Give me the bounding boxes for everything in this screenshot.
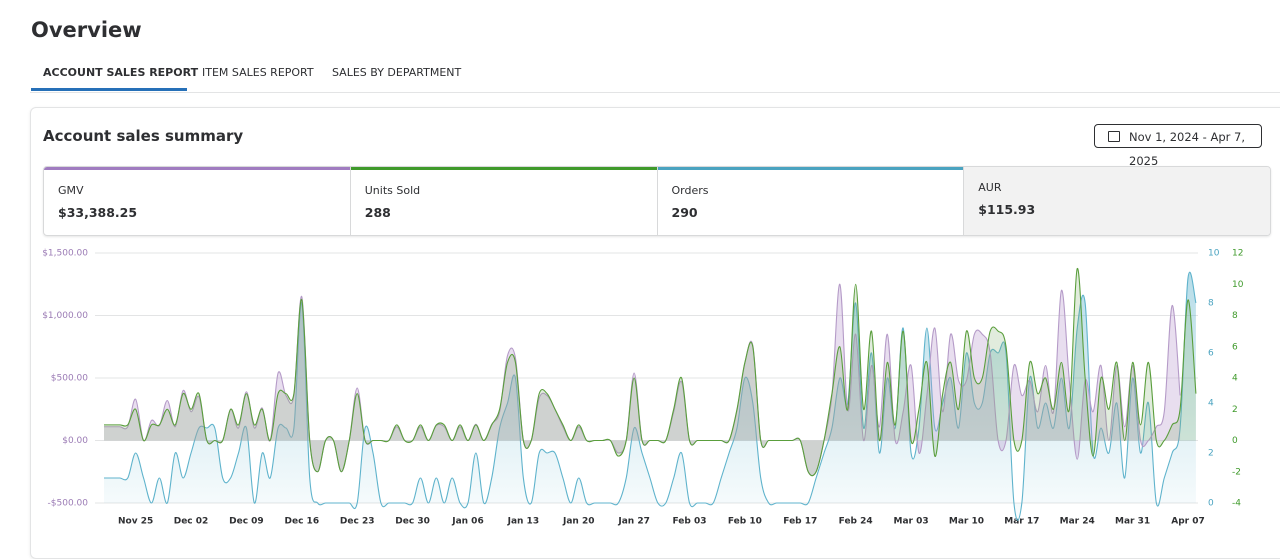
card-title: Account sales summary xyxy=(43,127,244,145)
area xyxy=(104,272,1196,521)
kpi-name: Units Sold xyxy=(364,184,421,197)
divider xyxy=(30,92,1280,93)
kpi-name: AUR xyxy=(978,181,1002,194)
y3-tick-label: 8 xyxy=(1232,311,1238,321)
kpi-bar xyxy=(657,167,964,170)
tab[interactable]: SALES BY DEPARTMENT xyxy=(332,66,462,79)
x-tick-label: Dec 02 xyxy=(174,517,209,527)
x-tick-label: Mar 03 xyxy=(893,517,928,527)
y2-tick-label: 0 xyxy=(1208,499,1214,509)
x-tick-label: Apr 07 xyxy=(1171,517,1205,527)
kpi-name: Orders xyxy=(671,184,709,197)
y-tick-label: $0.00 xyxy=(62,436,88,446)
kpi-card[interactable]: Orders 290 xyxy=(657,167,965,235)
kpi-value: $33,388.25 xyxy=(58,205,138,220)
y3-tick-label: 0 xyxy=(1232,436,1238,446)
kpi-name: GMV xyxy=(58,184,84,197)
line xyxy=(104,268,1197,477)
x-tick-label: Mar 17 xyxy=(1004,517,1039,527)
chart: -$500.00 $0.00 $500.00 $1,000.00 $1,500.00 0 2… xyxy=(42,249,1244,527)
area xyxy=(104,284,1181,476)
kpi-card[interactable]: AUR $115.93 xyxy=(964,167,1270,235)
date-range: Nov 1, 2024 - Apr 7, 2025 xyxy=(1129,130,1245,168)
y-tick-label: $500.00 xyxy=(51,374,88,384)
y-tick-label: $1,000.00 xyxy=(42,311,88,321)
x-tick-label: Feb 10 xyxy=(728,517,762,527)
y3-tick-label: -4 xyxy=(1232,499,1241,509)
tab[interactable]: ITEM SALES REPORT xyxy=(202,66,314,79)
x-tick-label: Jan 27 xyxy=(617,517,650,527)
y2-tick-label: 8 xyxy=(1208,299,1214,309)
tab[interactable]: ACCOUNT SALES REPORT xyxy=(43,66,199,79)
y3-tick-label: 4 xyxy=(1232,374,1238,384)
x-tick-label: Jan 06 xyxy=(451,517,484,527)
x-tick-label: Mar 31 xyxy=(1115,517,1150,527)
kpi-value: $115.93 xyxy=(978,202,1036,217)
y-tick-label: -$500.00 xyxy=(48,499,89,509)
x-tick-label: Dec 30 xyxy=(395,517,430,527)
x-tick-label: Dec 16 xyxy=(285,517,320,527)
y-tick-label: $1,500.00 xyxy=(42,249,88,259)
y2-tick-label: 2 xyxy=(1208,449,1214,459)
line xyxy=(104,271,1197,521)
y3-tick-label: 6 xyxy=(1232,342,1238,352)
y3-tick-label: -2 xyxy=(1232,467,1241,477)
y3-tick-label: 10 xyxy=(1232,280,1244,290)
x-tick-label: Feb 03 xyxy=(673,517,707,527)
date-picker[interactable]: Nov 1, 2024 - Apr 7, 2025 xyxy=(1094,124,1262,168)
y2-tick-label: 4 xyxy=(1208,399,1214,409)
x-tick-label: Dec 23 xyxy=(340,517,375,527)
page: Overview ACCOUNT SALES REPORT ITEM SALES… xyxy=(30,18,1280,559)
kpi-card[interactable]: GMV $33,388.25 xyxy=(44,167,351,235)
kpi-bar xyxy=(350,167,657,170)
x-tick-label: Dec 09 xyxy=(229,517,264,527)
tab-underline xyxy=(31,88,187,91)
y3-tick-label: 12 xyxy=(1232,249,1243,259)
x-tick-label: Jan 20 xyxy=(562,517,595,527)
y3-tick-label: 2 xyxy=(1232,405,1238,415)
page-title: Overview xyxy=(31,18,142,42)
kpi-bar xyxy=(44,167,350,170)
kpi-card[interactable]: Units Sold 288 xyxy=(350,167,658,235)
kpi-value: 288 xyxy=(364,205,391,220)
x-tick-label: Mar 24 xyxy=(1060,517,1095,527)
y2-tick-label: 6 xyxy=(1208,349,1214,359)
area xyxy=(104,268,1196,476)
kpi-value: 290 xyxy=(671,205,698,220)
kpi-row: GMV $33,388.25 Units Sold 288 Orders 290 AUR $1… xyxy=(43,166,1271,236)
x-tick-label: Jan 13 xyxy=(507,517,540,527)
y2-tick-label: 10 xyxy=(1208,249,1220,259)
x-tick-label: Feb 24 xyxy=(839,517,873,527)
x-tick-label: Nov 25 xyxy=(118,517,153,527)
x-tick-label: Mar 10 xyxy=(949,517,984,527)
x-tick-label: Feb 17 xyxy=(783,517,817,527)
